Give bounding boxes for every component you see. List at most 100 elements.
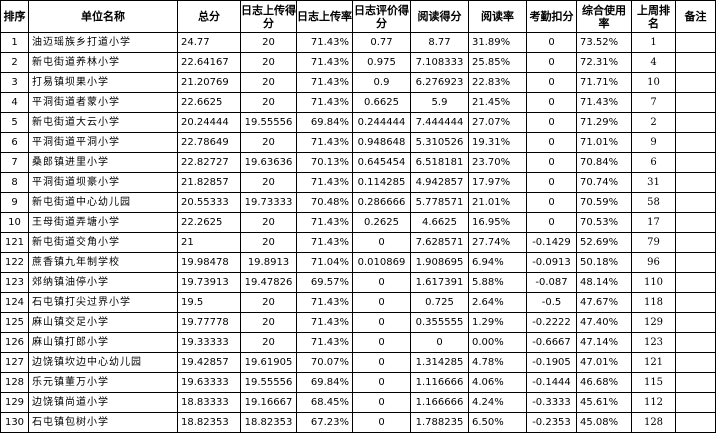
cell-log-upload-rate[interactable]: 71.43% [296, 292, 353, 313]
cell-read-rate[interactable]: 23.70% [468, 152, 527, 173]
cell-attendance-deduct[interactable]: -0.1905 [526, 352, 577, 373]
cell-read-score[interactable]: 0 [410, 332, 469, 353]
cell-total[interactable]: 22.64167 [177, 52, 241, 73]
cell-seq[interactable]: 6 [0, 132, 29, 153]
cell-seq[interactable]: 126 [0, 332, 29, 353]
cell-read-rate[interactable]: 5.88% [468, 272, 527, 293]
cell-read-score[interactable]: 8.77 [410, 32, 469, 53]
header-attendance-deduct[interactable]: 考勤扣分 [526, 0, 577, 33]
cell-log-upload-rate[interactable]: 71.43% [296, 212, 353, 233]
cell-note[interactable] [675, 192, 716, 213]
cell-log-eval-score[interactable]: 0 [352, 412, 411, 433]
cell-attendance-deduct[interactable]: 0 [526, 52, 577, 73]
cell-log-upload-rate[interactable]: 67.23% [296, 412, 353, 433]
cell-unit-name[interactable]: 打易镇坝果小学 [28, 72, 178, 93]
cell-log-upload-score[interactable]: 20 [240, 132, 297, 153]
cell-log-upload-score[interactable]: 19.16667 [240, 392, 297, 413]
cell-unit-name[interactable]: 石屯镇打尖过界小学 [28, 292, 178, 313]
cell-attendance-deduct[interactable]: -0.2222 [526, 312, 577, 333]
cell-log-upload-rate[interactable]: 69.57% [296, 272, 353, 293]
cell-unit-name[interactable]: 麻山镇交足小学 [28, 312, 178, 333]
cell-seq[interactable]: 127 [0, 352, 29, 373]
cell-log-upload-rate[interactable]: 69.84% [296, 372, 353, 393]
cell-log-eval-score[interactable]: 0 [352, 292, 411, 313]
cell-log-upload-score[interactable]: 19.47826 [240, 272, 297, 293]
cell-log-upload-rate[interactable]: 71.43% [296, 232, 353, 253]
cell-note[interactable] [675, 72, 716, 93]
cell-log-upload-score[interactable]: 20 [240, 312, 297, 333]
cell-usage-rate[interactable]: 52.69% [576, 232, 632, 253]
cell-unit-name[interactable]: 新屯街道大云小学 [28, 112, 178, 133]
cell-total[interactable]: 18.82353 [177, 412, 241, 433]
cell-last-week-rank[interactable]: 17 [631, 212, 676, 233]
cell-seq[interactable]: 124 [0, 292, 29, 313]
cell-seq[interactable]: 8 [0, 172, 29, 193]
cell-seq[interactable]: 130 [0, 412, 29, 433]
cell-last-week-rank[interactable]: 2 [631, 112, 676, 133]
cell-log-upload-score[interactable]: 20 [240, 232, 297, 253]
cell-read-score[interactable]: 1.314285 [410, 352, 469, 373]
cell-log-upload-rate[interactable]: 71.43% [296, 312, 353, 333]
cell-attendance-deduct[interactable]: -0.1444 [526, 372, 577, 393]
cell-last-week-rank[interactable]: 10 [631, 72, 676, 93]
cell-log-eval-score[interactable]: 0.244444 [352, 112, 411, 133]
cell-log-upload-rate[interactable]: 71.43% [296, 332, 353, 353]
cell-seq[interactable]: 129 [0, 392, 29, 413]
cell-read-rate[interactable]: 16.95% [468, 212, 527, 233]
header-seq[interactable]: 排序 [0, 0, 29, 33]
cell-log-upload-score[interactable]: 19.63636 [240, 152, 297, 173]
cell-last-week-rank[interactable]: 58 [631, 192, 676, 213]
header-read-score[interactable]: 阅读得分 [410, 0, 469, 33]
cell-read-score[interactable]: 4.6625 [410, 212, 469, 233]
cell-read-rate[interactable]: 4.06% [468, 372, 527, 393]
header-unit-name[interactable]: 单位名称 [28, 0, 178, 33]
cell-usage-rate[interactable]: 72.31% [576, 52, 632, 73]
cell-usage-rate[interactable]: 45.08% [576, 412, 632, 433]
cell-read-score[interactable]: 5.310526 [410, 132, 469, 153]
header-log-upload-score[interactable]: 日志上传得分 [240, 0, 297, 33]
cell-log-upload-rate[interactable]: 70.13% [296, 152, 353, 173]
cell-log-upload-score[interactable]: 19.55556 [240, 372, 297, 393]
cell-note[interactable] [675, 132, 716, 153]
cell-unit-name[interactable]: 石屯镇包树小学 [28, 412, 178, 433]
cell-log-eval-score[interactable]: 0 [352, 332, 411, 353]
cell-unit-name[interactable]: 乐元镇董万小学 [28, 372, 178, 393]
cell-log-upload-rate[interactable]: 70.48% [296, 192, 353, 213]
cell-read-rate[interactable]: 4.24% [468, 392, 527, 413]
header-usage-rate[interactable]: 综合使用率 [576, 0, 632, 33]
cell-note[interactable] [675, 292, 716, 313]
header-total[interactable]: 总分 [177, 0, 241, 33]
header-note[interactable]: 备注 [675, 0, 716, 33]
cell-total[interactable]: 19.98478 [177, 252, 241, 273]
cell-read-rate[interactable]: 25.85% [468, 52, 527, 73]
header-log-eval-score[interactable]: 日志评价得分 [352, 0, 411, 33]
cell-seq[interactable]: 4 [0, 92, 29, 113]
cell-note[interactable] [675, 352, 716, 373]
cell-usage-rate[interactable]: 71.43% [576, 92, 632, 113]
cell-usage-rate[interactable]: 48.14% [576, 272, 632, 293]
cell-last-week-rank[interactable]: 118 [631, 292, 676, 313]
cell-read-rate[interactable]: 2.64% [468, 292, 527, 313]
cell-log-upload-score[interactable]: 19.73333 [240, 192, 297, 213]
cell-note[interactable] [675, 392, 716, 413]
cell-total[interactable]: 21 [177, 232, 241, 253]
cell-last-week-rank[interactable]: 31 [631, 172, 676, 193]
cell-total[interactable]: 18.83333 [177, 392, 241, 413]
cell-read-rate[interactable]: 21.01% [468, 192, 527, 213]
cell-log-upload-rate[interactable]: 71.43% [296, 72, 353, 93]
cell-usage-rate[interactable]: 47.01% [576, 352, 632, 373]
cell-seq[interactable]: 1 [0, 32, 29, 53]
cell-log-upload-score[interactable]: 20 [240, 292, 297, 313]
cell-last-week-rank[interactable]: 128 [631, 412, 676, 433]
cell-read-score[interactable]: 4.942857 [410, 172, 469, 193]
cell-total[interactable]: 20.24444 [177, 112, 241, 133]
cell-usage-rate[interactable]: 71.29% [576, 112, 632, 133]
cell-total[interactable]: 19.33333 [177, 332, 241, 353]
cell-seq[interactable]: 121 [0, 232, 29, 253]
cell-total[interactable]: 22.82727 [177, 152, 241, 173]
cell-total[interactable]: 19.77778 [177, 312, 241, 333]
cell-usage-rate[interactable]: 70.59% [576, 192, 632, 213]
cell-total[interactable]: 24.77 [177, 32, 241, 53]
cell-log-upload-score[interactable]: 20 [240, 172, 297, 193]
cell-attendance-deduct[interactable]: -0.6667 [526, 332, 577, 353]
